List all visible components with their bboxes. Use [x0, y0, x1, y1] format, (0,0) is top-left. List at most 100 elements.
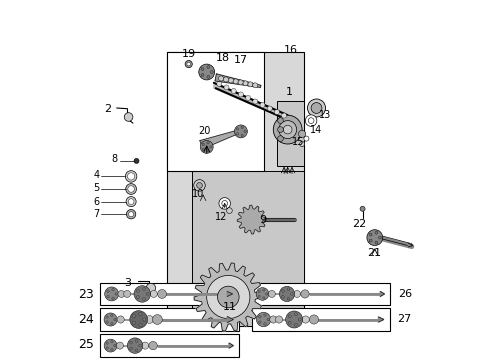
Text: 20: 20: [198, 126, 211, 136]
Text: 27: 27: [397, 314, 411, 324]
Text: 19: 19: [181, 49, 195, 59]
Circle shape: [263, 323, 266, 325]
Circle shape: [135, 349, 138, 352]
Circle shape: [118, 291, 124, 297]
Circle shape: [281, 290, 284, 292]
Circle shape: [126, 210, 136, 219]
Circle shape: [142, 298, 145, 301]
Polygon shape: [200, 129, 244, 149]
Text: 18: 18: [215, 53, 229, 63]
Circle shape: [124, 113, 133, 121]
Circle shape: [252, 99, 257, 104]
Circle shape: [309, 315, 318, 324]
Circle shape: [281, 296, 284, 298]
Polygon shape: [227, 291, 232, 297]
Bar: [100, 308, 239, 331]
Circle shape: [223, 77, 228, 82]
Circle shape: [258, 321, 261, 324]
Circle shape: [298, 318, 301, 321]
Text: 11: 11: [223, 302, 237, 312]
Circle shape: [285, 311, 302, 328]
Circle shape: [110, 348, 113, 351]
Circle shape: [252, 83, 257, 88]
Circle shape: [307, 118, 313, 123]
Circle shape: [269, 316, 276, 323]
Circle shape: [260, 103, 264, 108]
Text: 2: 2: [104, 104, 111, 114]
Circle shape: [152, 315, 162, 324]
Circle shape: [287, 321, 291, 324]
Circle shape: [218, 76, 223, 81]
Circle shape: [216, 81, 222, 86]
Bar: [167, 52, 264, 171]
Circle shape: [206, 150, 209, 152]
Circle shape: [129, 347, 132, 350]
Bar: [251, 308, 389, 331]
Circle shape: [256, 288, 268, 300]
Text: 3: 3: [124, 278, 131, 288]
Circle shape: [209, 146, 212, 148]
Circle shape: [265, 293, 267, 295]
Circle shape: [374, 231, 377, 234]
Polygon shape: [228, 343, 233, 348]
Circle shape: [368, 239, 371, 242]
Text: 5: 5: [93, 183, 99, 193]
Circle shape: [148, 341, 157, 350]
Circle shape: [245, 95, 250, 100]
Circle shape: [115, 293, 117, 295]
Circle shape: [129, 311, 147, 328]
Circle shape: [134, 158, 139, 163]
Circle shape: [106, 321, 108, 323]
Circle shape: [127, 186, 134, 192]
Circle shape: [277, 127, 283, 132]
Circle shape: [238, 80, 243, 85]
Circle shape: [287, 315, 291, 318]
Polygon shape: [237, 205, 265, 234]
Circle shape: [127, 338, 142, 354]
Text: 15: 15: [291, 137, 304, 147]
Text: 16: 16: [284, 45, 298, 55]
Circle shape: [298, 130, 305, 138]
Circle shape: [106, 295, 109, 298]
Bar: [251, 283, 389, 305]
Bar: [100, 334, 239, 357]
Circle shape: [104, 287, 119, 301]
Circle shape: [110, 322, 113, 325]
Circle shape: [139, 312, 142, 316]
Circle shape: [200, 140, 213, 153]
Polygon shape: [380, 291, 384, 297]
Circle shape: [262, 289, 264, 291]
Circle shape: [247, 82, 252, 87]
Circle shape: [228, 78, 233, 83]
Circle shape: [266, 318, 269, 321]
Circle shape: [224, 85, 228, 90]
Circle shape: [134, 286, 150, 302]
Circle shape: [132, 321, 135, 324]
Circle shape: [145, 316, 153, 323]
Circle shape: [112, 297, 114, 300]
Circle shape: [126, 197, 136, 207]
Polygon shape: [215, 74, 261, 87]
Text: 21: 21: [366, 248, 380, 258]
Circle shape: [135, 339, 138, 342]
Circle shape: [378, 236, 381, 239]
Circle shape: [277, 136, 283, 141]
Circle shape: [243, 81, 247, 86]
Text: 14: 14: [310, 125, 322, 135]
Circle shape: [294, 323, 297, 326]
Circle shape: [290, 293, 293, 295]
Text: 8: 8: [112, 154, 118, 164]
Text: 23: 23: [78, 288, 94, 301]
Circle shape: [117, 316, 124, 323]
Circle shape: [106, 347, 108, 349]
Circle shape: [206, 275, 249, 319]
Circle shape: [305, 115, 316, 126]
Circle shape: [268, 291, 275, 297]
Circle shape: [123, 291, 130, 297]
Circle shape: [116, 342, 123, 349]
Circle shape: [136, 289, 139, 292]
Circle shape: [113, 345, 116, 347]
Text: 4: 4: [93, 170, 99, 180]
Circle shape: [263, 314, 266, 316]
Circle shape: [241, 126, 243, 129]
